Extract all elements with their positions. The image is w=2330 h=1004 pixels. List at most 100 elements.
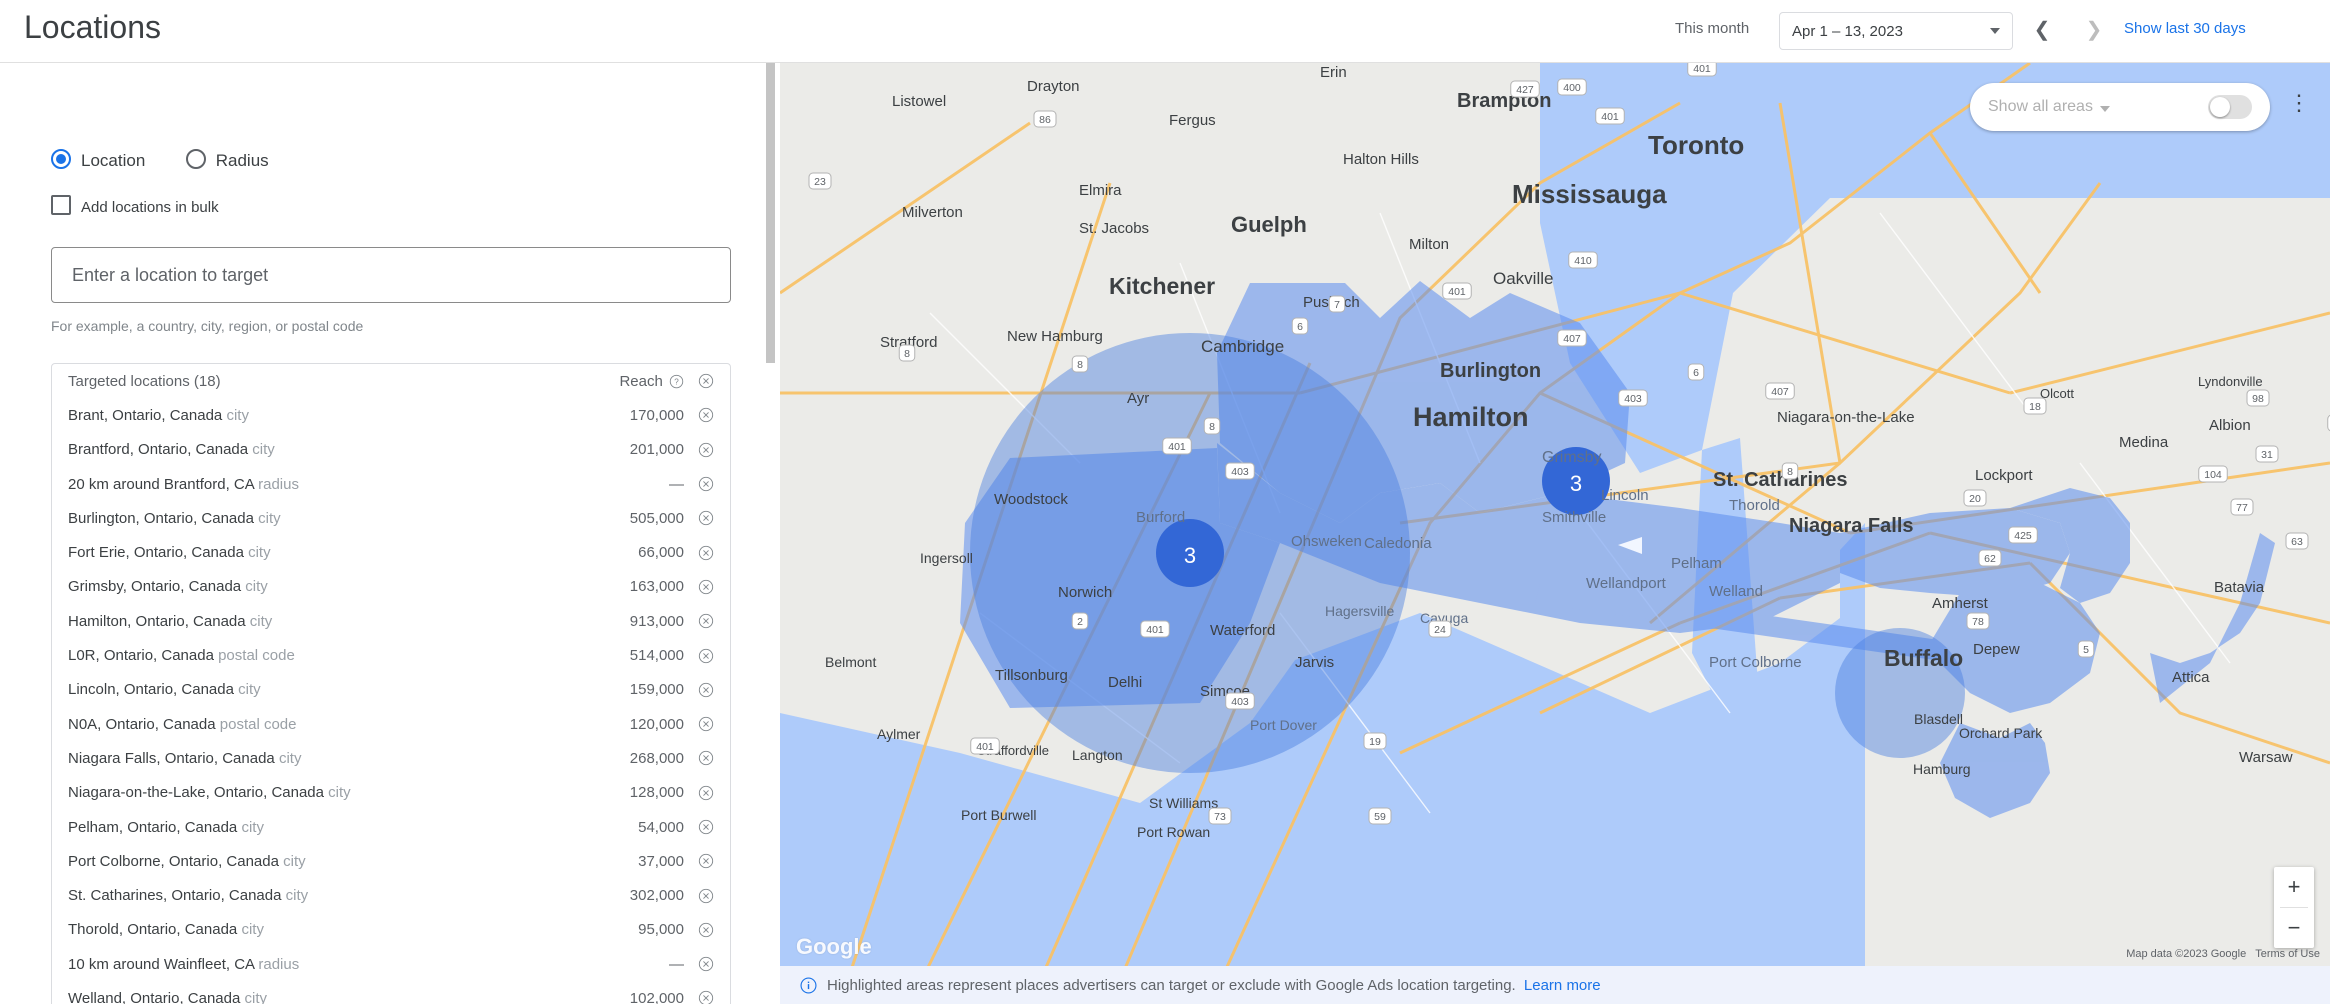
svg-text:403: 403	[1624, 393, 1642, 405]
svg-text:Albion: Albion	[2209, 417, 2251, 434]
svg-text:407: 407	[1771, 386, 1789, 398]
svg-text:401: 401	[1693, 63, 1711, 75]
svg-text:5: 5	[2083, 644, 2089, 656]
svg-text:Warsaw: Warsaw	[2239, 749, 2293, 766]
svg-text:Burlington: Burlington	[1440, 360, 1541, 382]
svg-text:Depew: Depew	[1973, 641, 2020, 658]
svg-text:St. Jacobs: St. Jacobs	[1079, 220, 1149, 237]
svg-text:Aylmer: Aylmer	[877, 726, 921, 742]
svg-text:73: 73	[1214, 811, 1226, 823]
svg-text:3: 3	[1184, 543, 1196, 568]
svg-text:Burford: Burford	[1136, 509, 1185, 526]
svg-text:78: 78	[1972, 616, 1984, 628]
svg-text:7: 7	[1334, 299, 1340, 311]
svg-text:Pelham: Pelham	[1671, 555, 1722, 572]
svg-text:Oakville: Oakville	[1493, 269, 1553, 288]
svg-text:Kitchener: Kitchener	[1109, 273, 1215, 299]
svg-text:Olcott: Olcott	[2040, 386, 2074, 401]
svg-text:Erin: Erin	[1320, 64, 1347, 81]
svg-text:?: ?	[674, 377, 679, 386]
svg-text:403: 403	[1231, 466, 1249, 478]
svg-text:6: 6	[1693, 367, 1699, 379]
svg-text:Halton Hills: Halton Hills	[1343, 151, 1419, 168]
svg-text:Norwich: Norwich	[1058, 584, 1112, 601]
svg-text:Woodstock: Woodstock	[994, 491, 1068, 508]
svg-text:8: 8	[1077, 359, 1083, 371]
svg-text:Belmont: Belmont	[825, 654, 876, 670]
svg-text:Niagara-on-the-Lake: Niagara-on-the-Lake	[1777, 409, 1915, 426]
svg-text:98: 98	[2252, 393, 2264, 405]
svg-text:Port Colborne: Port Colborne	[1709, 654, 1802, 671]
svg-text:401: 401	[1146, 624, 1164, 636]
svg-text:Welland: Welland	[1709, 583, 1763, 600]
svg-text:23: 23	[814, 176, 826, 188]
svg-text:Port Dover: Port Dover	[1250, 717, 1317, 733]
svg-text:8: 8	[904, 348, 910, 360]
svg-text:Smithville: Smithville	[1542, 509, 1606, 526]
svg-text:St Williams: St Williams	[1149, 795, 1218, 811]
svg-text:8: 8	[1787, 466, 1793, 478]
svg-text:2: 2	[1077, 616, 1083, 628]
svg-text:31: 31	[2261, 449, 2273, 461]
svg-text:Ingersoll: Ingersoll	[920, 550, 973, 566]
svg-text:59: 59	[1374, 811, 1386, 823]
svg-text:Thorold: Thorold	[1729, 497, 1780, 514]
svg-text:Batavia: Batavia	[2214, 579, 2265, 596]
svg-text:3: 3	[1570, 471, 1582, 496]
svg-text:Delhi: Delhi	[1108, 674, 1142, 691]
svg-text:Port Rowan: Port Rowan	[1137, 824, 1210, 840]
svg-text:Tillsonburg: Tillsonburg	[995, 667, 1068, 684]
svg-text:401: 401	[1448, 286, 1466, 298]
svg-text:Hamburg: Hamburg	[1913, 761, 1971, 777]
svg-text:8: 8	[1209, 421, 1215, 433]
svg-text:Grimsby: Grimsby	[1542, 449, 1602, 466]
svg-text:Lincoln: Lincoln	[1601, 487, 1649, 504]
svg-text:62: 62	[1984, 553, 1996, 565]
svg-text:Langton: Langton	[1072, 747, 1123, 763]
svg-text:Jarvis: Jarvis	[1295, 654, 1334, 671]
svg-text:427: 427	[1516, 84, 1534, 96]
svg-text:104: 104	[2204, 469, 2222, 481]
svg-text:Elmira: Elmira	[1079, 182, 1122, 199]
svg-text:Amherst: Amherst	[1932, 595, 1989, 612]
svg-text:Wellandport: Wellandport	[1586, 575, 1667, 592]
svg-text:18: 18	[2029, 401, 2041, 413]
svg-text:Lockport: Lockport	[1975, 467, 2033, 484]
svg-text:Toronto: Toronto	[1648, 130, 1744, 160]
svg-text:407: 407	[1563, 333, 1581, 345]
svg-text:Blasdell: Blasdell	[1914, 711, 1963, 727]
svg-text:Hagersville: Hagersville	[1325, 603, 1394, 619]
svg-text:63: 63	[2291, 536, 2303, 548]
svg-text:Milton: Milton	[1409, 236, 1449, 253]
svg-text:Mississauga: Mississauga	[1512, 179, 1667, 209]
svg-text:Cambridge: Cambridge	[1201, 337, 1284, 356]
svg-text:Caledonia: Caledonia	[1364, 535, 1432, 552]
svg-text:Drayton: Drayton	[1027, 78, 1080, 95]
svg-text:Buffalo: Buffalo	[1884, 645, 1963, 671]
svg-text:24: 24	[1434, 624, 1446, 636]
svg-text:Ohsweken: Ohsweken	[1291, 533, 1362, 550]
svg-text:Listowel: Listowel	[892, 93, 946, 110]
svg-text:Attica: Attica	[2172, 669, 2210, 686]
svg-text:Milverton: Milverton	[902, 204, 963, 221]
svg-text:401: 401	[1168, 441, 1186, 453]
svg-text:410: 410	[1574, 255, 1592, 267]
svg-text:400: 400	[1563, 82, 1581, 94]
svg-text:New Hamburg: New Hamburg	[1007, 328, 1103, 345]
svg-text:Niagara Falls: Niagara Falls	[1789, 515, 1914, 537]
svg-text:403: 403	[1231, 696, 1249, 708]
svg-text:86: 86	[1039, 114, 1051, 126]
svg-text:Fergus: Fergus	[1169, 112, 1216, 129]
svg-text:77: 77	[2236, 502, 2248, 514]
svg-text:Guelph: Guelph	[1231, 212, 1307, 237]
svg-text:425: 425	[2014, 530, 2032, 542]
svg-text:Medina: Medina	[2119, 434, 2169, 451]
svg-text:20: 20	[1969, 493, 1981, 505]
svg-text:Lyndonville: Lyndonville	[2198, 374, 2263, 389]
svg-text:Orchard Park: Orchard Park	[1959, 725, 2043, 741]
svg-text:6: 6	[1297, 321, 1303, 333]
svg-text:Ayr: Ayr	[1127, 390, 1149, 407]
svg-text:St. Catharines: St. Catharines	[1713, 469, 1847, 491]
svg-text:401: 401	[976, 741, 994, 753]
svg-text:19: 19	[1369, 736, 1381, 748]
